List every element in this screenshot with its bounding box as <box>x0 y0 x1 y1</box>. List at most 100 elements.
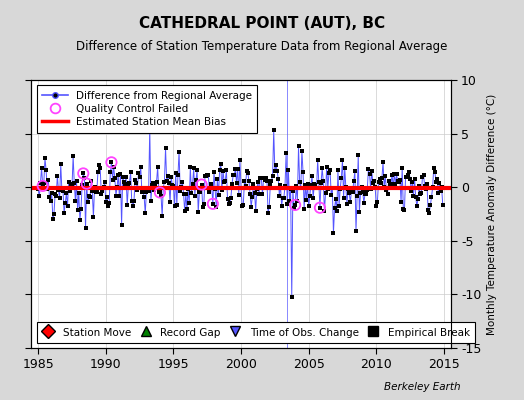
Point <box>59 188 67 194</box>
Point <box>291 202 299 208</box>
Point <box>131 176 139 183</box>
Point <box>141 210 149 217</box>
Point <box>406 176 414 182</box>
Point <box>148 182 156 188</box>
Text: Difference of Station Temperature Data from Regional Average: Difference of Station Temperature Data f… <box>77 40 447 53</box>
Point <box>386 182 394 188</box>
Point <box>332 196 340 202</box>
Point <box>237 184 245 191</box>
Point <box>351 168 359 174</box>
Point <box>101 179 109 185</box>
Point <box>269 127 278 134</box>
Point <box>303 180 312 187</box>
Point <box>48 190 56 196</box>
Point <box>219 167 227 174</box>
Point <box>206 181 215 188</box>
Point <box>308 173 316 179</box>
Point <box>290 205 298 212</box>
Point <box>106 169 115 176</box>
Point <box>379 159 387 165</box>
Point <box>195 189 203 196</box>
Point <box>110 164 118 170</box>
Point <box>95 162 103 168</box>
Point <box>187 190 195 196</box>
Point <box>56 195 64 201</box>
Point <box>314 179 323 185</box>
Point <box>184 185 192 192</box>
Point <box>276 182 285 188</box>
Point <box>343 201 351 207</box>
Point <box>214 192 223 199</box>
Point <box>344 186 352 192</box>
Point <box>189 181 197 187</box>
Point <box>381 173 389 179</box>
Point <box>436 188 445 194</box>
Point <box>405 168 413 175</box>
Point <box>312 185 321 191</box>
Point <box>117 222 126 228</box>
Point <box>311 182 320 188</box>
Point <box>35 193 43 200</box>
Point <box>400 207 409 214</box>
Point <box>116 171 125 178</box>
Point <box>44 177 52 184</box>
Point <box>75 217 84 223</box>
Point <box>439 202 447 208</box>
Point <box>69 153 78 159</box>
Point <box>358 189 367 195</box>
Point <box>49 216 57 222</box>
Point <box>353 192 362 199</box>
Point <box>156 189 164 196</box>
Point <box>240 178 248 184</box>
Point <box>217 187 226 194</box>
Point <box>407 188 416 194</box>
Point <box>82 180 91 187</box>
Point <box>134 170 143 176</box>
Point <box>342 184 350 190</box>
Text: Berkeley Earth: Berkeley Earth <box>385 382 461 392</box>
Point <box>247 204 255 210</box>
Point <box>350 178 358 185</box>
Point <box>200 201 208 207</box>
Point <box>79 170 88 177</box>
Point <box>192 177 200 183</box>
Point <box>52 193 60 199</box>
Point <box>45 194 53 201</box>
Point <box>126 169 135 176</box>
Point <box>63 203 72 210</box>
Point <box>271 168 279 174</box>
Point <box>87 178 95 184</box>
Point <box>302 197 311 203</box>
Point <box>328 185 336 191</box>
Point <box>345 190 353 196</box>
Point <box>124 182 133 189</box>
Point <box>321 190 330 197</box>
Point <box>102 199 110 205</box>
Point <box>204 172 213 178</box>
Point <box>406 329 414 335</box>
Text: CATHEDRAL POINT (AUT), BC: CATHEDRAL POINT (AUT), BC <box>139 16 385 31</box>
Point <box>228 181 236 187</box>
Point <box>238 202 246 209</box>
Point <box>47 198 55 204</box>
Point <box>316 204 324 211</box>
Point <box>39 183 47 189</box>
Point <box>119 178 128 185</box>
Point <box>371 183 379 190</box>
Point <box>208 184 216 191</box>
Point <box>359 200 368 206</box>
Point <box>403 172 412 178</box>
Point <box>107 159 116 166</box>
Point <box>426 202 434 208</box>
Point <box>253 186 261 192</box>
Point <box>274 176 282 182</box>
Point <box>347 187 356 194</box>
Point <box>273 168 281 174</box>
Point <box>67 180 75 187</box>
Point <box>209 201 217 207</box>
Point <box>419 172 428 179</box>
Point <box>339 157 347 163</box>
Point <box>255 191 263 198</box>
Point <box>387 181 395 187</box>
Point <box>281 183 289 189</box>
